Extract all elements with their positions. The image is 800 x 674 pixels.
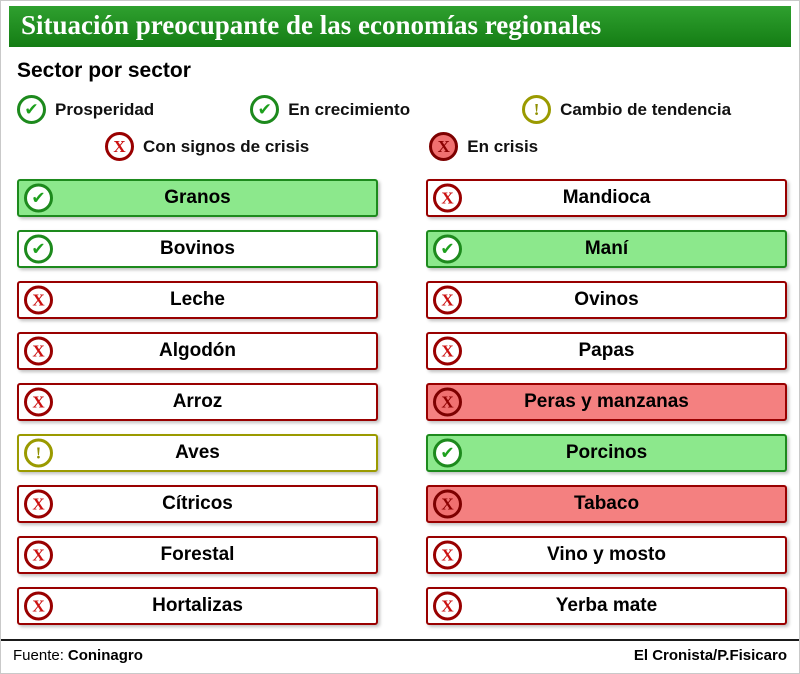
legend-item-crecimiento: ✔ En crecimiento xyxy=(250,95,410,124)
cross-icon: X xyxy=(24,540,53,570)
sector-label: Maní xyxy=(584,238,629,259)
check-icon: ✔ xyxy=(433,234,462,264)
legend-row: X Con signos de crisis X En crisis xyxy=(17,128,799,165)
check-icon: ✔ xyxy=(17,95,46,124)
sector-label: Granos xyxy=(164,187,231,208)
title-bar: Situación preocupante de las economías r… xyxy=(9,6,791,47)
credit: El Cronista/P.Fisicaro xyxy=(633,647,787,664)
sector-row: X Leche xyxy=(17,281,378,319)
source-label: Fuente: xyxy=(13,647,64,664)
sector-label: Hortalizas xyxy=(152,595,243,616)
column-right: X Mandioca ✔ Maní X Ovinos X Papas X Per… xyxy=(426,179,787,625)
sector-label: Leche xyxy=(170,289,225,310)
sector-row: X Algodón xyxy=(17,332,378,370)
cross-icon: X xyxy=(24,489,53,519)
page-title: Situación preocupante de las economías r… xyxy=(21,10,602,40)
legend-item-prosperidad: ✔ Prosperidad xyxy=(17,95,154,124)
sector-label: Peras y manzanas xyxy=(524,391,689,412)
cross-icon: X xyxy=(433,183,462,213)
sector-row: X Tabaco xyxy=(426,485,787,523)
legend-label: En crecimiento xyxy=(288,99,411,119)
sector-label: Cítricos xyxy=(162,493,233,514)
check-icon: ✔ xyxy=(433,438,462,468)
sector-label: Vino y mosto xyxy=(547,544,666,565)
sector-label: Yerba mate xyxy=(555,595,658,616)
legend-label: Cambio de tendencia xyxy=(560,99,732,119)
legend-label: Con signos de crisis xyxy=(143,136,310,156)
sector-label: Tabaco xyxy=(573,493,640,514)
sector-row: ✔ Porcinos xyxy=(426,434,787,472)
sector-row: ! Aves xyxy=(17,434,378,472)
sector-grid: ✔ Granos ✔ Bovinos X Leche X Algodón X A… xyxy=(17,179,787,625)
sector-label: Arroz xyxy=(172,391,223,412)
column-left: ✔ Granos ✔ Bovinos X Leche X Algodón X A… xyxy=(17,179,378,625)
cross-icon: X xyxy=(24,591,53,621)
legend: ✔ Prosperidad ✔ En crecimiento ! Cambio … xyxy=(1,91,799,165)
sector-label: Porcinos xyxy=(565,442,648,463)
check-icon: ✔ xyxy=(24,183,53,213)
sector-row: X Papas xyxy=(426,332,787,370)
sector-row: ✔ Bovinos xyxy=(17,230,378,268)
sector-label: Papas xyxy=(578,340,635,361)
cross-icon: X xyxy=(433,285,462,315)
cross-icon: X xyxy=(24,336,53,366)
sector-row: X Arroz xyxy=(17,383,378,421)
legend-item-crisis: X En crisis xyxy=(429,132,538,161)
legend-item-signos-crisis: X Con signos de crisis xyxy=(105,132,309,161)
sector-label: Ovinos xyxy=(574,289,639,310)
cross-icon: X xyxy=(24,387,53,417)
cross-icon: X xyxy=(433,540,462,570)
cross-icon: X xyxy=(105,132,134,161)
subtitle: Sector por sector xyxy=(17,59,191,82)
sector-row: X Cítricos xyxy=(17,485,378,523)
legend-label: En crisis xyxy=(467,136,539,156)
cross-icon: X xyxy=(429,132,459,161)
warning-icon: ! xyxy=(522,95,552,124)
sector-row: X Yerba mate xyxy=(426,587,787,625)
sector-row: X Peras y manzanas xyxy=(426,383,787,421)
source-name: Coninagro xyxy=(67,647,143,664)
sector-row: X Mandioca xyxy=(426,179,787,217)
sector-row: ✔ Granos xyxy=(17,179,378,217)
cross-icon: X xyxy=(433,591,462,621)
sector-label: Mandioca xyxy=(562,187,651,208)
sector-label: Algodón xyxy=(158,340,237,361)
sector-row: X Hortalizas xyxy=(17,587,378,625)
sector-row: X Vino y mosto xyxy=(426,536,787,574)
sector-row: X Forestal xyxy=(17,536,378,574)
source: Fuente: Coninagro xyxy=(13,647,143,664)
sector-label: Bovinos xyxy=(160,238,235,259)
legend-row: ✔ Prosperidad ✔ En crecimiento ! Cambio … xyxy=(17,91,799,128)
sector-row: X Ovinos xyxy=(426,281,787,319)
sector-label: Forestal xyxy=(160,544,235,565)
cross-icon: X xyxy=(433,387,462,417)
cross-icon: X xyxy=(433,336,462,366)
legend-label: Prosperidad xyxy=(55,99,155,119)
check-icon: ✔ xyxy=(24,234,53,264)
sector-label: Aves xyxy=(175,442,220,463)
sector-row: ✔ Maní xyxy=(426,230,787,268)
check-icon: ✔ xyxy=(250,95,280,124)
footer: Fuente: Coninagro El Cronista/P.Fisicaro xyxy=(1,639,799,673)
cross-icon: X xyxy=(24,285,53,315)
warning-icon: ! xyxy=(24,438,53,468)
cross-icon: X xyxy=(433,489,462,519)
legend-item-tendencia: ! Cambio de tendencia xyxy=(522,95,731,124)
